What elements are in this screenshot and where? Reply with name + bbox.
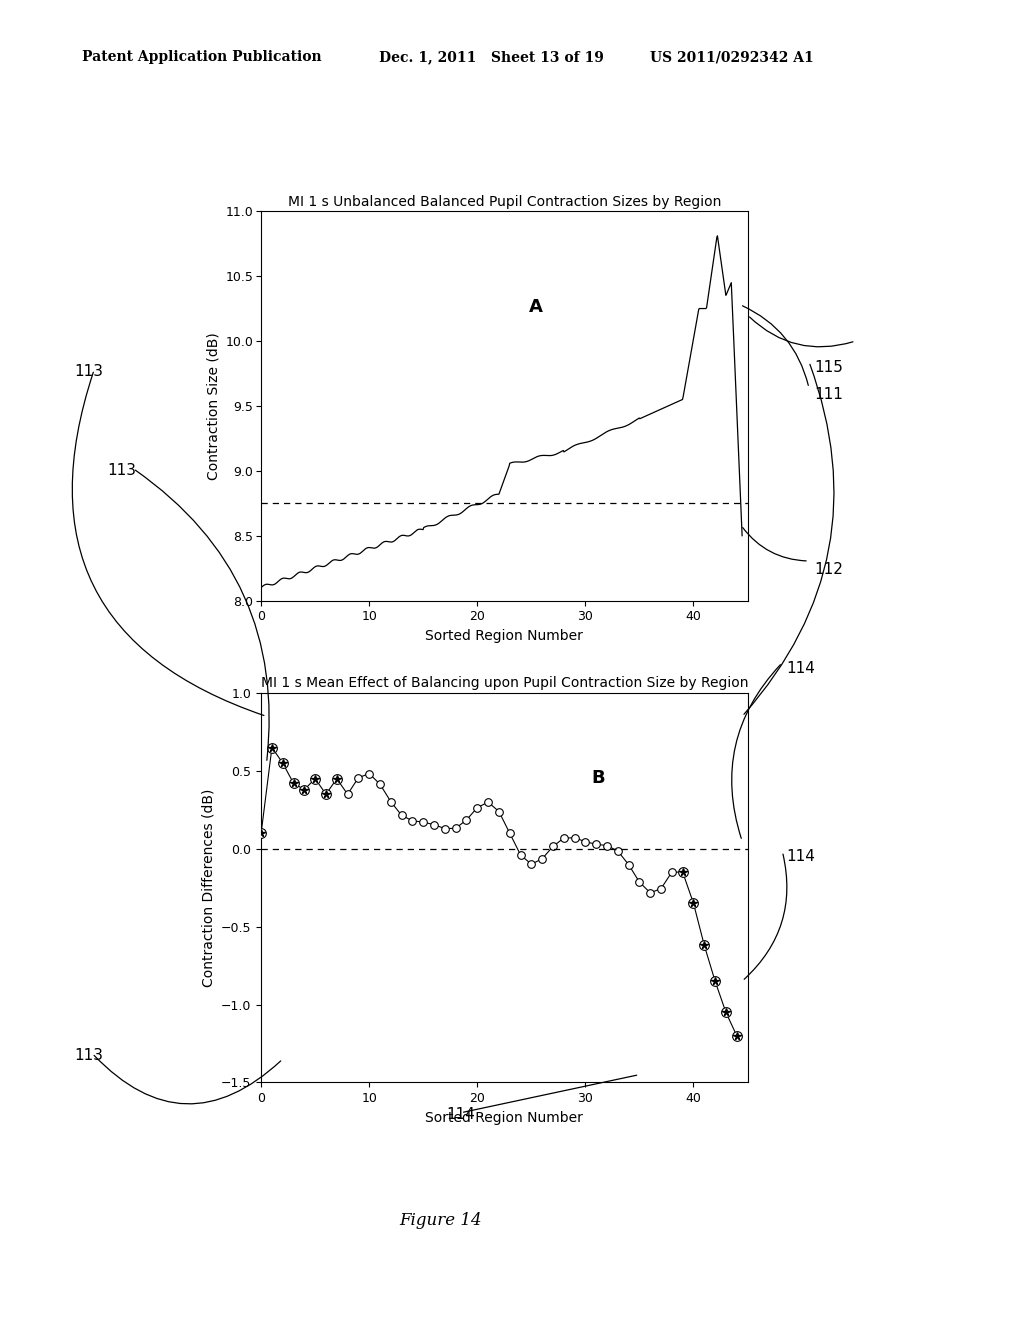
Text: Dec. 1, 2011   Sheet 13 of 19: Dec. 1, 2011 Sheet 13 of 19 <box>379 50 604 65</box>
Text: 113: 113 <box>108 463 136 478</box>
Text: A: A <box>528 298 543 317</box>
Y-axis label: Contraction Differences (dB): Contraction Differences (dB) <box>202 788 215 987</box>
Text: 113: 113 <box>75 1048 103 1063</box>
Title: MI 1 s Mean Effect of Balancing upon Pupil Contraction Size by Region: MI 1 s Mean Effect of Balancing upon Pup… <box>260 676 749 690</box>
Text: 113: 113 <box>75 364 103 379</box>
Text: 114: 114 <box>786 661 815 676</box>
Text: 111: 111 <box>814 387 843 401</box>
Text: 115: 115 <box>814 360 843 375</box>
Text: 112: 112 <box>814 562 843 577</box>
X-axis label: Sorted Region Number: Sorted Region Number <box>425 1110 584 1125</box>
Text: B: B <box>592 768 605 787</box>
Y-axis label: Contraction Size (dB): Contraction Size (dB) <box>206 333 220 479</box>
Text: Patent Application Publication: Patent Application Publication <box>82 50 322 65</box>
Text: Figure 14: Figure 14 <box>399 1212 481 1229</box>
Text: US 2011/0292342 A1: US 2011/0292342 A1 <box>650 50 814 65</box>
Text: 114: 114 <box>786 849 815 863</box>
Title: MI 1 s Unbalanced Balanced Pupil Contraction Sizes by Region: MI 1 s Unbalanced Balanced Pupil Contrac… <box>288 194 721 209</box>
X-axis label: Sorted Region Number: Sorted Region Number <box>425 628 584 643</box>
Text: 114: 114 <box>446 1107 475 1122</box>
